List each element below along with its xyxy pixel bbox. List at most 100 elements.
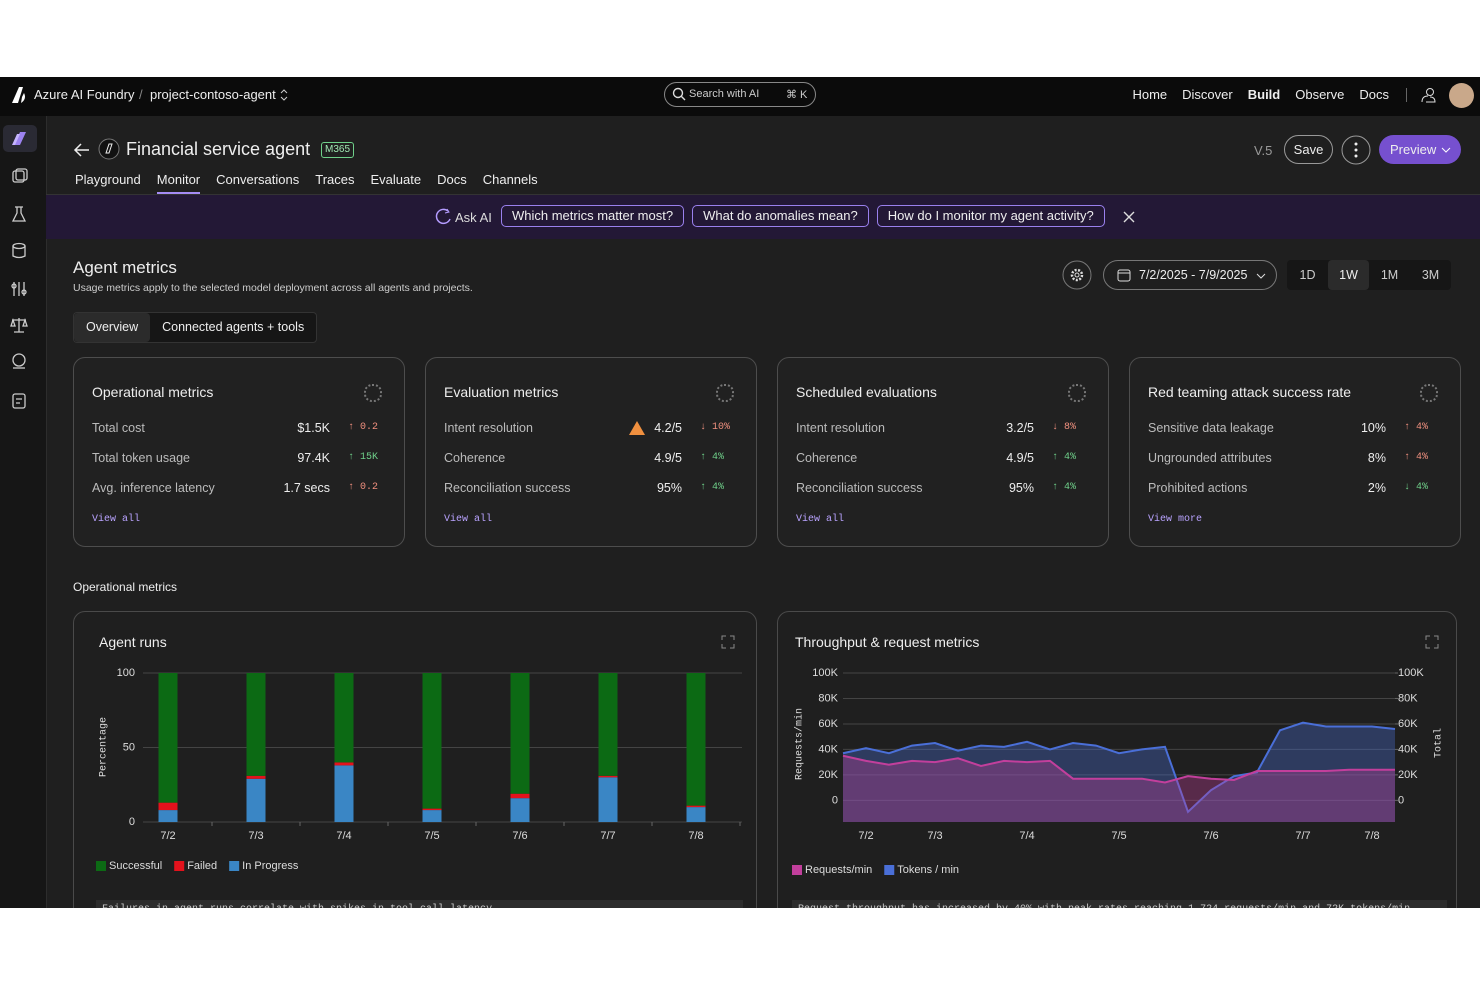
y2-tick-label: 0 <box>1398 794 1404 806</box>
chart-title: Throughput & request metrics <box>795 634 980 650</box>
save-button[interactable]: Save <box>1284 135 1333 164</box>
legend-swatch <box>229 861 240 871</box>
tab[interactable]: Monitor <box>156 172 201 194</box>
metric-value: 3.2/5 <box>1006 421 1034 435</box>
metric-value: 10% <box>1360 421 1386 435</box>
expand-button[interactable] <box>721 635 735 649</box>
legend-swatch <box>884 865 895 875</box>
metric-label: Coherence <box>796 451 858 465</box>
sidebar-active[interactable] <box>3 125 37 152</box>
card-title: Red teaming attack success rate <box>1148 384 1352 400</box>
metric-label: Coherence <box>444 451 506 465</box>
settings-icon[interactable] <box>1420 384 1438 402</box>
nav-link[interactable]: Home <box>1132 87 1168 102</box>
range-option[interactable]: 1M <box>1380 268 1399 282</box>
y-tick-label: 20K <box>818 769 838 781</box>
back-button[interactable] <box>73 142 91 158</box>
search-box[interactable]: Search with AI ⌘ K <box>664 82 816 107</box>
y-tick-label: 50 <box>123 741 135 753</box>
x-tick-label: 7/8 <box>1364 830 1379 842</box>
x-tick-label: 7/8 <box>688 830 703 842</box>
range-option[interactable]: 1W <box>1328 260 1369 290</box>
range-option[interactable]: 3M <box>1421 268 1440 282</box>
metric-card: Operational metrics Total cost $1.5K ↑ 0.2 T… <box>73 357 405 547</box>
agent-title: Financial service agent <box>126 139 311 159</box>
nav-link[interactable]: Observe <box>1295 87 1345 102</box>
x-tick-label: 7/2 <box>160 830 175 842</box>
range-selector: 1D 1W 1M 3M <box>1287 260 1451 290</box>
brand[interactable]: Azure AI Foundry <box>34 87 135 102</box>
metric-value: 2% <box>1367 481 1386 495</box>
metric-label: Prohibited actions <box>1148 481 1248 495</box>
suggestion-chip[interactable]: Which metrics matter most? <box>501 205 685 227</box>
settings-icon[interactable] <box>364 384 382 402</box>
legend-swatch <box>792 865 802 875</box>
settings-icon[interactable] <box>716 384 734 402</box>
search-placeholder: Search with AI <box>689 88 760 100</box>
card-link[interactable]: View all <box>92 514 141 525</box>
metric-change: ↓ 8% <box>1052 422 1077 433</box>
nav-link[interactable]: Discover <box>1182 87 1233 102</box>
bar-segment <box>334 765 354 822</box>
y2-tick-label: 100K <box>1398 667 1424 679</box>
settings-button[interactable] <box>1062 260 1092 290</box>
avatar[interactable] <box>1449 83 1474 108</box>
ask-ai-bar: Ask AI Which metrics matter most? What do… <box>46 195 1480 239</box>
card-link[interactable]: View all <box>796 514 845 525</box>
bar-segment <box>246 778 266 822</box>
close-button[interactable] <box>1122 210 1136 224</box>
divider <box>1406 88 1407 102</box>
range-option[interactable]: 1D <box>1299 268 1316 282</box>
bar-segment <box>246 673 266 776</box>
card-link[interactable]: View more <box>1148 514 1203 525</box>
card-link[interactable]: View all <box>444 514 493 525</box>
metric-value: 4.2/5 <box>654 421 682 435</box>
metric-label: Reconciliation success <box>796 481 923 495</box>
metric-label: Total token usage <box>92 451 190 465</box>
x-tick-label: 7/5 <box>1111 830 1126 842</box>
tab[interactable]: Docs <box>437 172 467 187</box>
metric-label: Ungrounded attributes <box>1148 451 1272 465</box>
sidebar-icons[interactable] <box>10 168 30 468</box>
view-option[interactable]: Connected agents + tools <box>162 320 305 334</box>
x-tick-label: 7/3 <box>248 830 263 842</box>
metric-change: ↑ 4% <box>1052 482 1077 493</box>
tab[interactable]: Traces <box>315 172 355 187</box>
people-icon[interactable] <box>1419 86 1437 104</box>
metric-value: 8% <box>1367 451 1386 465</box>
metric-label: Total cost <box>92 421 145 435</box>
bar-segment <box>686 673 706 806</box>
more-button[interactable] <box>1341 135 1371 165</box>
tab[interactable]: Conversations <box>216 172 300 187</box>
metric-value: 4.9/5 <box>654 451 682 465</box>
tab[interactable]: Playground <box>75 172 141 187</box>
chart-title: Agent runs <box>99 634 167 650</box>
ask-ai-icon <box>435 208 451 225</box>
date-picker[interactable]: 7/2/2025 - 7/9/2025 <box>1103 260 1277 290</box>
nav-link[interactable]: Build <box>1247 87 1281 102</box>
x-tick-label: 7/7 <box>600 830 615 842</box>
settings-icon[interactable] <box>1068 384 1086 402</box>
metric-label: Sensitive data leakage <box>1148 421 1274 435</box>
suggestion-chip[interactable]: How do I monitor my agent activity? <box>876 205 1105 227</box>
nav-link[interactable]: Docs <box>1359 87 1389 102</box>
sidebar <box>0 116 47 908</box>
tab[interactable]: Channels <box>482 172 538 187</box>
preview-button[interactable]: Preview <box>1379 135 1461 164</box>
warning-icon <box>629 421 645 435</box>
card-title: Operational metrics <box>92 384 214 400</box>
suggestion-chip[interactable]: What do anomalies mean? <box>692 205 869 227</box>
bar-segment <box>158 673 178 803</box>
expand-button[interactable] <box>1425 635 1439 649</box>
tab[interactable]: Evaluate <box>370 172 422 187</box>
bar-segment <box>334 673 354 763</box>
agent-icon <box>12 132 26 145</box>
project-selector[interactable]: project-contoso-agent <box>150 87 276 102</box>
tabs: Playground Monitor Conversations Traces Eval… <box>75 172 538 194</box>
bar-segment <box>510 673 530 794</box>
metric-value: 95% <box>1008 481 1034 495</box>
line <box>842 754 1395 784</box>
view-option[interactable]: Overview <box>74 313 151 342</box>
card-title: Evaluation metrics <box>444 384 559 400</box>
